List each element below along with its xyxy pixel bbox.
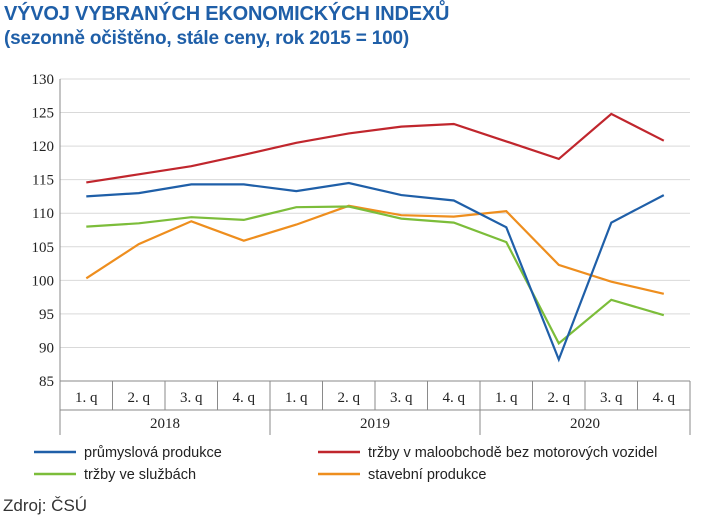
chart-subtitle: (sezonně očištěno, stále ceny, rok 2015 … <box>4 28 409 49</box>
series-line-maloobchod <box>86 112 665 184</box>
x-tick-label: 3. q <box>180 390 203 406</box>
series-line-stavebni <box>85 204 665 295</box>
y-tick-label: 115 <box>32 173 54 189</box>
y-tick-label: 130 <box>32 72 55 88</box>
year-label: 2018 <box>150 416 180 432</box>
chart-title: VÝVOJ VYBRANÝCH EKONOMICKÝCH INDEXŮ <box>4 3 450 25</box>
x-tick-labels: 1. q 2. q 3. q 4. q 1. q 2. q 3. q 4. q 1. q 2. q… <box>75 390 676 406</box>
legend-label-maloobchod: tržby v maloobchodě bez motorových vozid… <box>368 445 657 461</box>
legend: průmyslová produkce tržby v maloobchodě b… <box>34 445 657 483</box>
y-tick-label: 120 <box>32 139 55 155</box>
series-line-sluzby <box>86 205 665 346</box>
series-lines <box>85 112 665 363</box>
x-tick-label: 4. q <box>443 390 466 406</box>
x-tick-label: 1. q <box>495 390 518 406</box>
y-tick-label: 105 <box>32 240 55 256</box>
x-tick-label: 2. q <box>128 390 151 406</box>
x-tick-label: 3. q <box>600 390 623 406</box>
series-line-prumysl <box>86 181 665 363</box>
year-label: 2019 <box>360 416 390 432</box>
grid-lines <box>60 78 690 348</box>
x-tick-label: 1. q <box>285 390 308 406</box>
chart-title-block: VÝVOJ VYBRANÝCH EKONOMICKÝCH INDEXŮ (sez… <box>4 2 449 51</box>
x-tick-label: 1. q <box>75 390 98 406</box>
y-tick-label: 85 <box>39 374 54 390</box>
y-tick-labels: 130 125 120 115 110 105 100 95 90 85 <box>32 72 55 390</box>
year-labels: 2018 2019 2020 <box>150 416 600 432</box>
year-label: 2020 <box>570 416 600 432</box>
y-tick-label: 90 <box>39 340 54 356</box>
axes <box>59 79 691 435</box>
legend-label-sluzby: tržby ve službách <box>84 467 196 483</box>
source-note: Zdroj: ČSÚ <box>3 496 88 515</box>
legend-label-prumysl: průmyslová produkce <box>84 445 222 461</box>
y-tick-label: 95 <box>39 307 54 323</box>
y-tick-label: 100 <box>32 273 55 289</box>
line-chart: 130 125 120 115 110 105 100 95 90 85 1. q 2. q 3. q… <box>32 72 691 483</box>
legend-label-stavebni: stavební produkce <box>368 467 487 483</box>
x-tick-label: 2. q <box>548 390 571 406</box>
x-tick-label: 2. q <box>338 390 361 406</box>
y-tick-label: 125 <box>32 106 55 122</box>
x-tick-label: 4. q <box>653 390 676 406</box>
x-tick-label: 3. q <box>390 390 413 406</box>
y-tick-label: 110 <box>32 206 54 222</box>
x-tick-label: 4. q <box>233 390 256 406</box>
